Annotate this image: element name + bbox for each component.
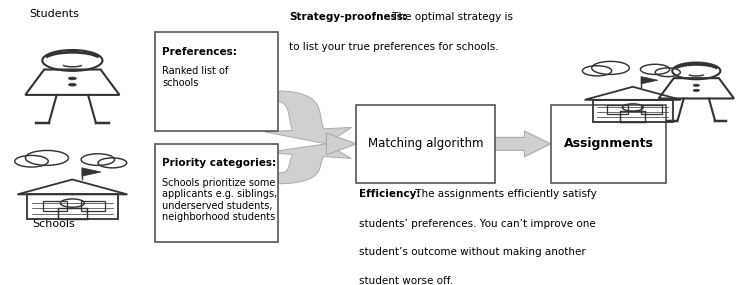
Text: The assignments efficiently satisfy: The assignments efficiently satisfy — [413, 189, 597, 199]
Circle shape — [693, 89, 700, 91]
Polygon shape — [265, 144, 351, 184]
Text: student’s outcome without making another: student’s outcome without making another — [358, 247, 585, 257]
FancyBboxPatch shape — [550, 105, 667, 183]
Polygon shape — [641, 77, 658, 84]
Circle shape — [693, 84, 700, 86]
Text: to list your true preferences for schools.: to list your true preferences for school… — [289, 42, 499, 52]
Text: Strategy-proofness:: Strategy-proofness: — [289, 12, 407, 22]
FancyBboxPatch shape — [356, 105, 494, 183]
Text: Schools prioritize some
applicants e.g. siblings,
underserved students,
neighbor: Schools prioritize some applicants e.g. … — [162, 178, 278, 222]
Text: Efficiency:: Efficiency: — [358, 189, 420, 199]
Polygon shape — [326, 133, 356, 155]
Circle shape — [68, 84, 76, 86]
Circle shape — [68, 77, 76, 80]
FancyBboxPatch shape — [154, 32, 278, 131]
Text: Students: Students — [28, 9, 79, 19]
Text: Matching algorithm: Matching algorithm — [368, 137, 483, 150]
Text: Ranked list of
schools: Ranked list of schools — [162, 66, 228, 88]
Text: student worse off.: student worse off. — [358, 276, 453, 285]
Polygon shape — [82, 168, 101, 176]
Text: The optimal strategy is: The optimal strategy is — [389, 12, 513, 22]
FancyBboxPatch shape — [154, 144, 278, 242]
Text: Priority categories:: Priority categories: — [162, 158, 276, 168]
Text: Schools: Schools — [32, 219, 75, 229]
Text: students’ preferences. You can’t improve one: students’ preferences. You can’t improve… — [358, 219, 596, 229]
Polygon shape — [265, 91, 352, 144]
Text: Preferences:: Preferences: — [162, 47, 237, 57]
Polygon shape — [494, 131, 550, 157]
Text: Assignments: Assignments — [563, 137, 653, 150]
